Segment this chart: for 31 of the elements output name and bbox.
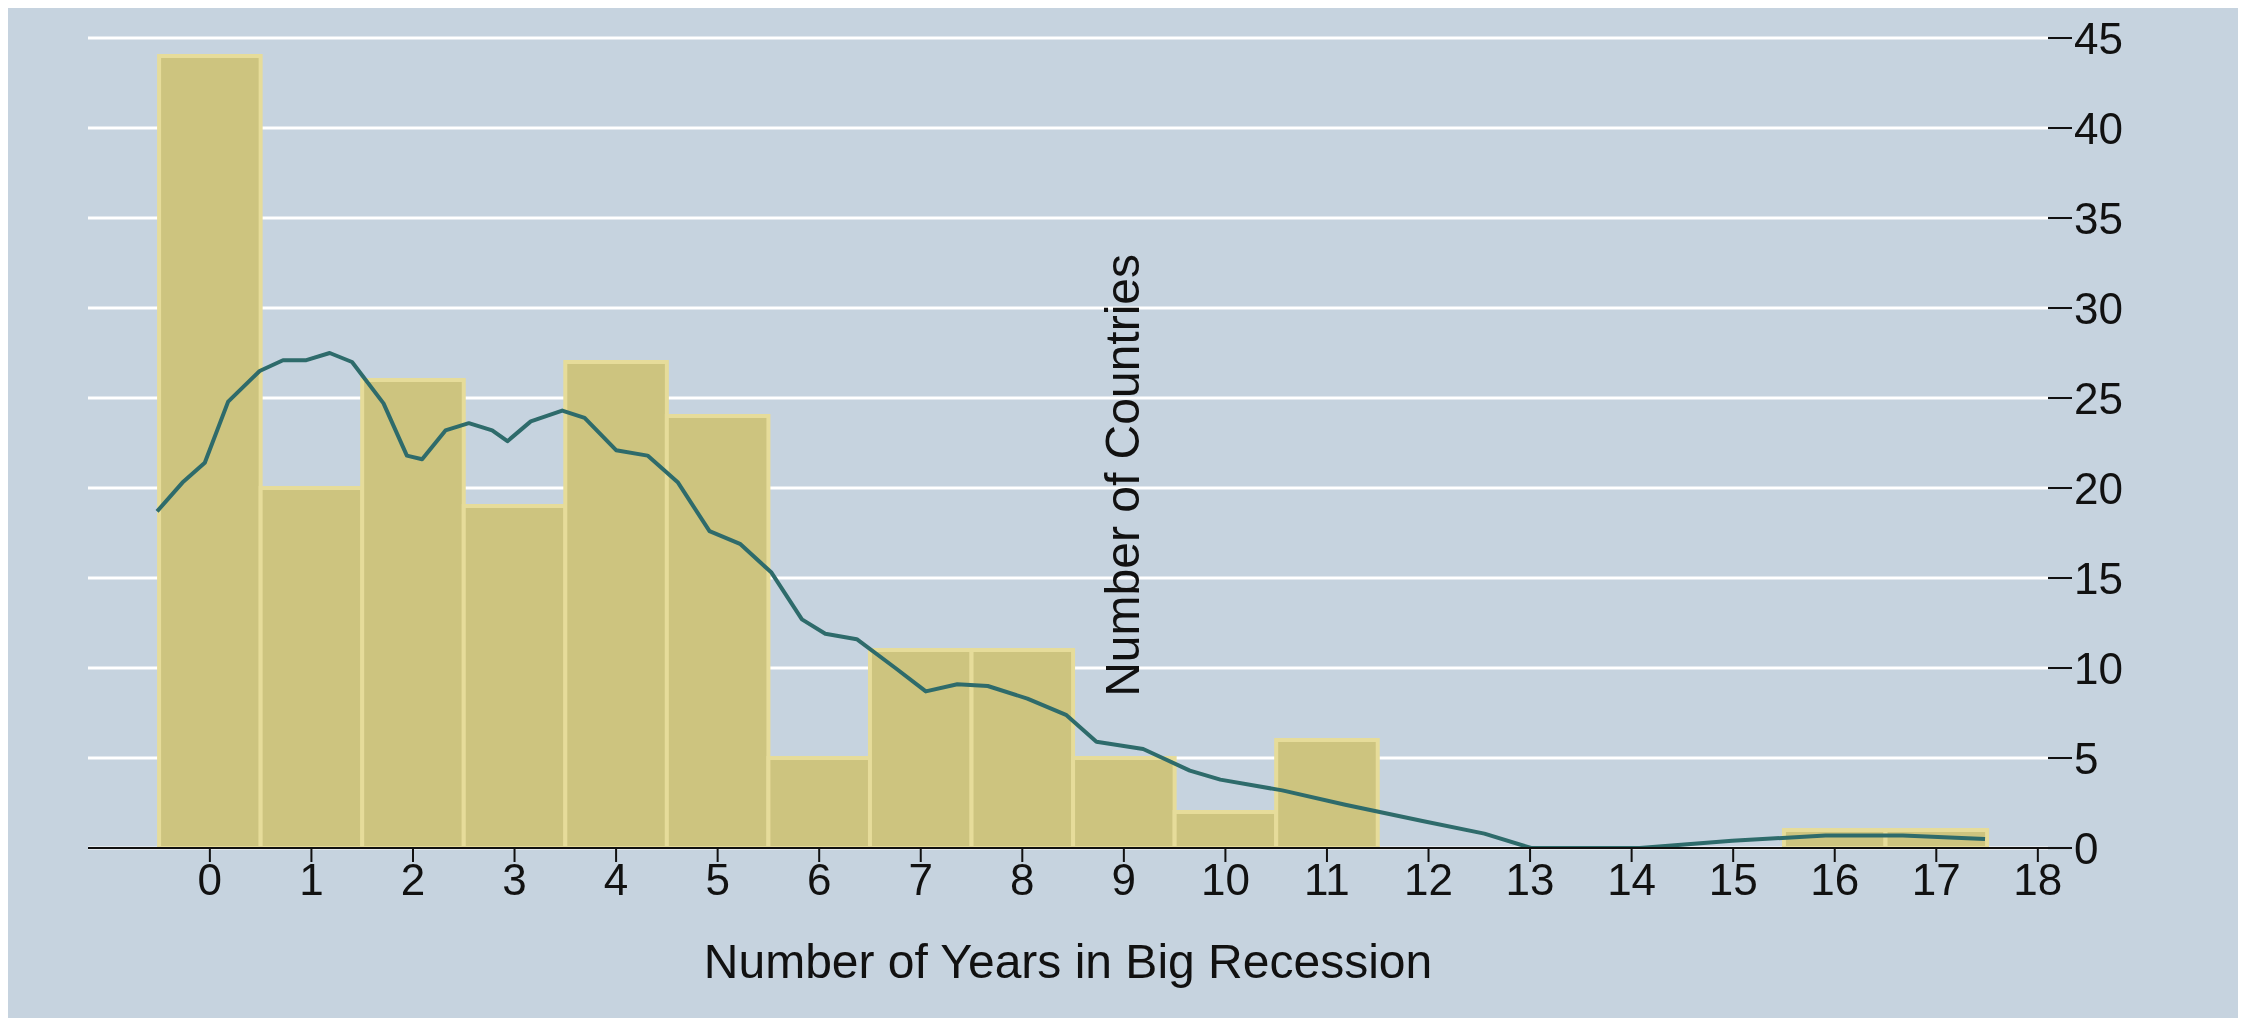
x-tick-label: 7 bbox=[908, 855, 933, 905]
x-tick-label: 2 bbox=[400, 855, 426, 905]
x-tick-label: 1 bbox=[299, 855, 324, 905]
x-tick-label: 9 bbox=[1111, 855, 1137, 905]
x-tick-label: 16 bbox=[1810, 855, 1860, 905]
y-tick-label: 35 bbox=[2074, 193, 2123, 243]
x-tick-label: 6 bbox=[806, 855, 832, 905]
x-tick-label: 18 bbox=[2013, 855, 2063, 905]
x-tick-label: 14 bbox=[1607, 855, 1657, 905]
y-tick-label: 25 bbox=[2074, 373, 2123, 423]
y-axis-title: Number of Countries bbox=[1096, 253, 1150, 697]
y-tick-label: 5 bbox=[2074, 733, 2099, 783]
y-tick-label: 10 bbox=[2074, 643, 2123, 693]
x-tick-label: 12 bbox=[1404, 855, 1453, 905]
x-tick-label: 8 bbox=[1010, 855, 1035, 905]
y-tick-label: 15 bbox=[2074, 553, 2123, 603]
x-tick-label: 13 bbox=[1505, 855, 1555, 905]
y-tick-label: 0 bbox=[2074, 823, 2099, 873]
y-tick-label: 20 bbox=[2074, 463, 2123, 513]
x-tick-label: 5 bbox=[705, 855, 730, 905]
x-axis-title: Number of Years in Big Recession bbox=[703, 935, 1433, 988]
x-tick-label: 11 bbox=[1304, 855, 1350, 905]
x-tick-label: 15 bbox=[1708, 855, 1758, 905]
x-tick-label: 0 bbox=[197, 855, 223, 905]
y-tick-label: 45 bbox=[2074, 13, 2123, 63]
y-tick-label: 30 bbox=[2074, 283, 2123, 333]
x-tick-label: 4 bbox=[603, 855, 629, 905]
x-tick-label: 10 bbox=[1200, 855, 1250, 905]
x-tick-label: 17 bbox=[1911, 855, 1961, 905]
x-tick-label: 3 bbox=[502, 855, 527, 905]
y-tick-label: 40 bbox=[2074, 103, 2123, 153]
